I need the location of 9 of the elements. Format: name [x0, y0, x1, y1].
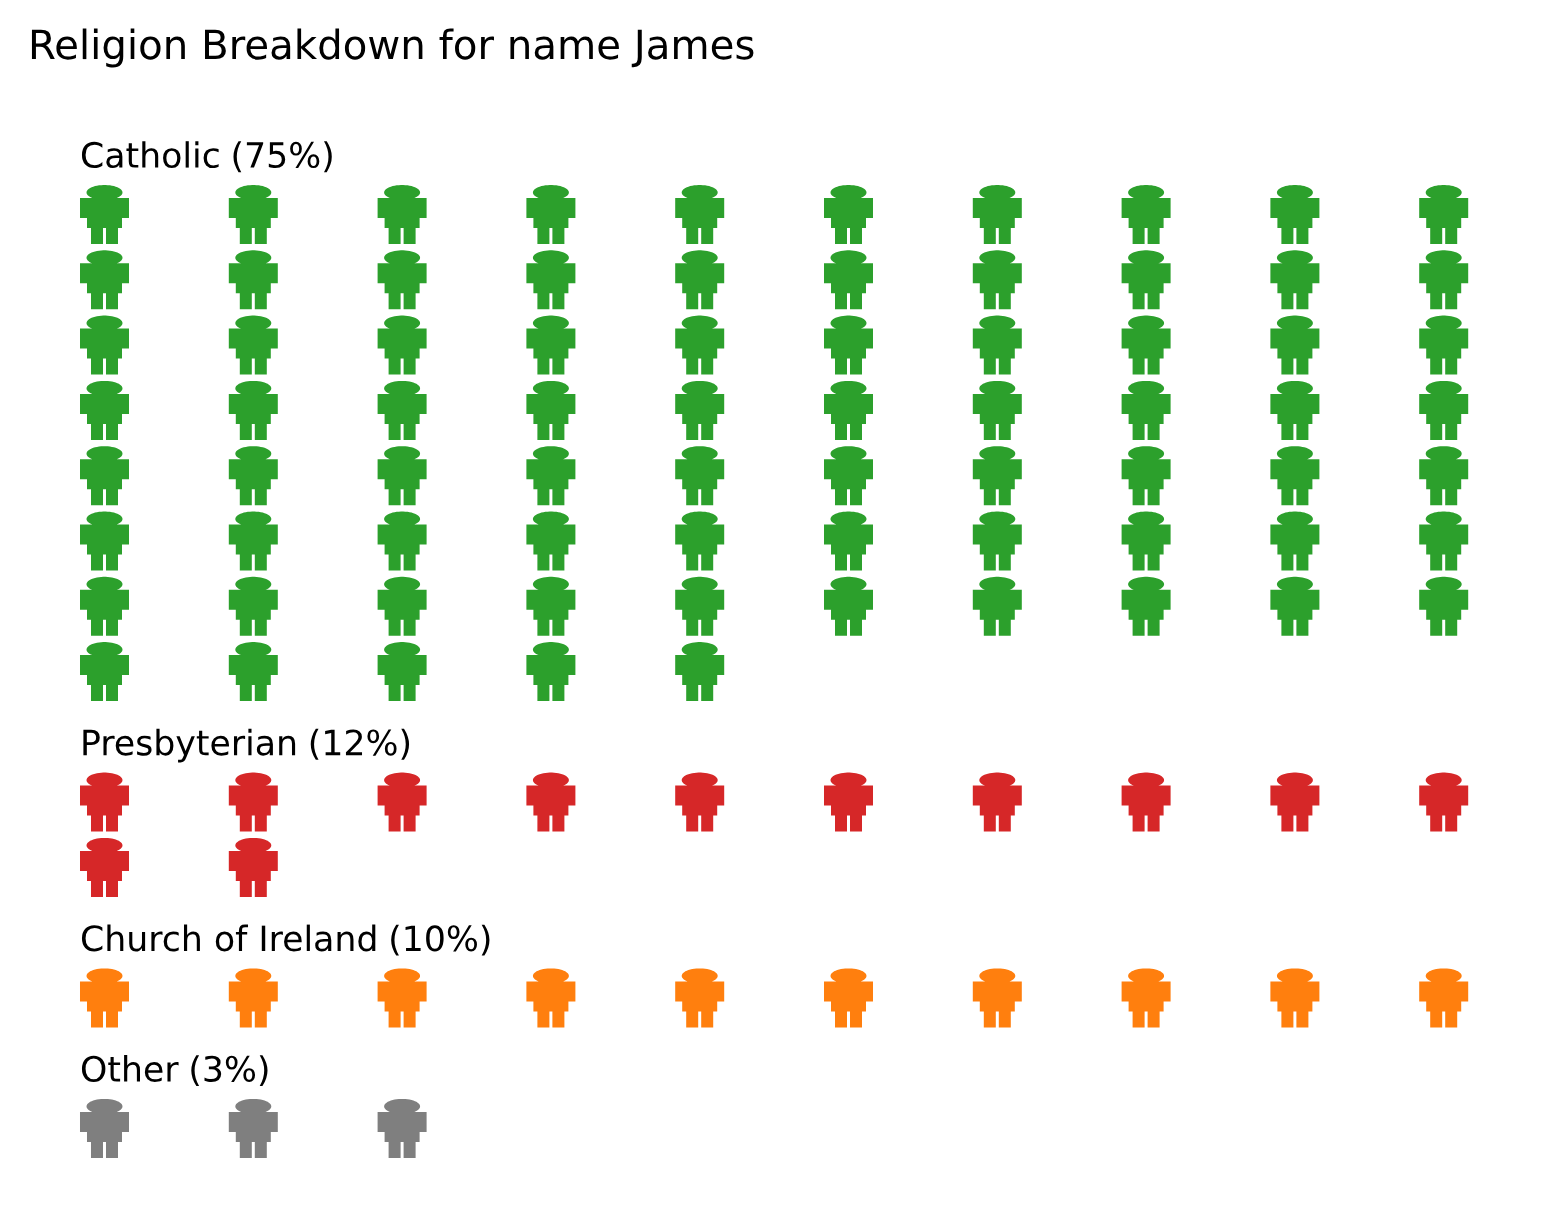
- category-label: Presbyterian: [83, 728, 296, 763]
- category-label: Catholic: [81, 141, 219, 169]
- data-label: (10%): [391, 924, 490, 956]
- data-label: (3%): [191, 1055, 268, 1087]
- text: Religion Breakdown for name James: [31, 28, 754, 68]
- data-label: (12%): [310, 728, 410, 760]
- data-label: (75%): [233, 141, 332, 173]
- category-label: Other: [81, 1055, 179, 1082]
- category-label: Church of Ireland: [81, 924, 376, 952]
